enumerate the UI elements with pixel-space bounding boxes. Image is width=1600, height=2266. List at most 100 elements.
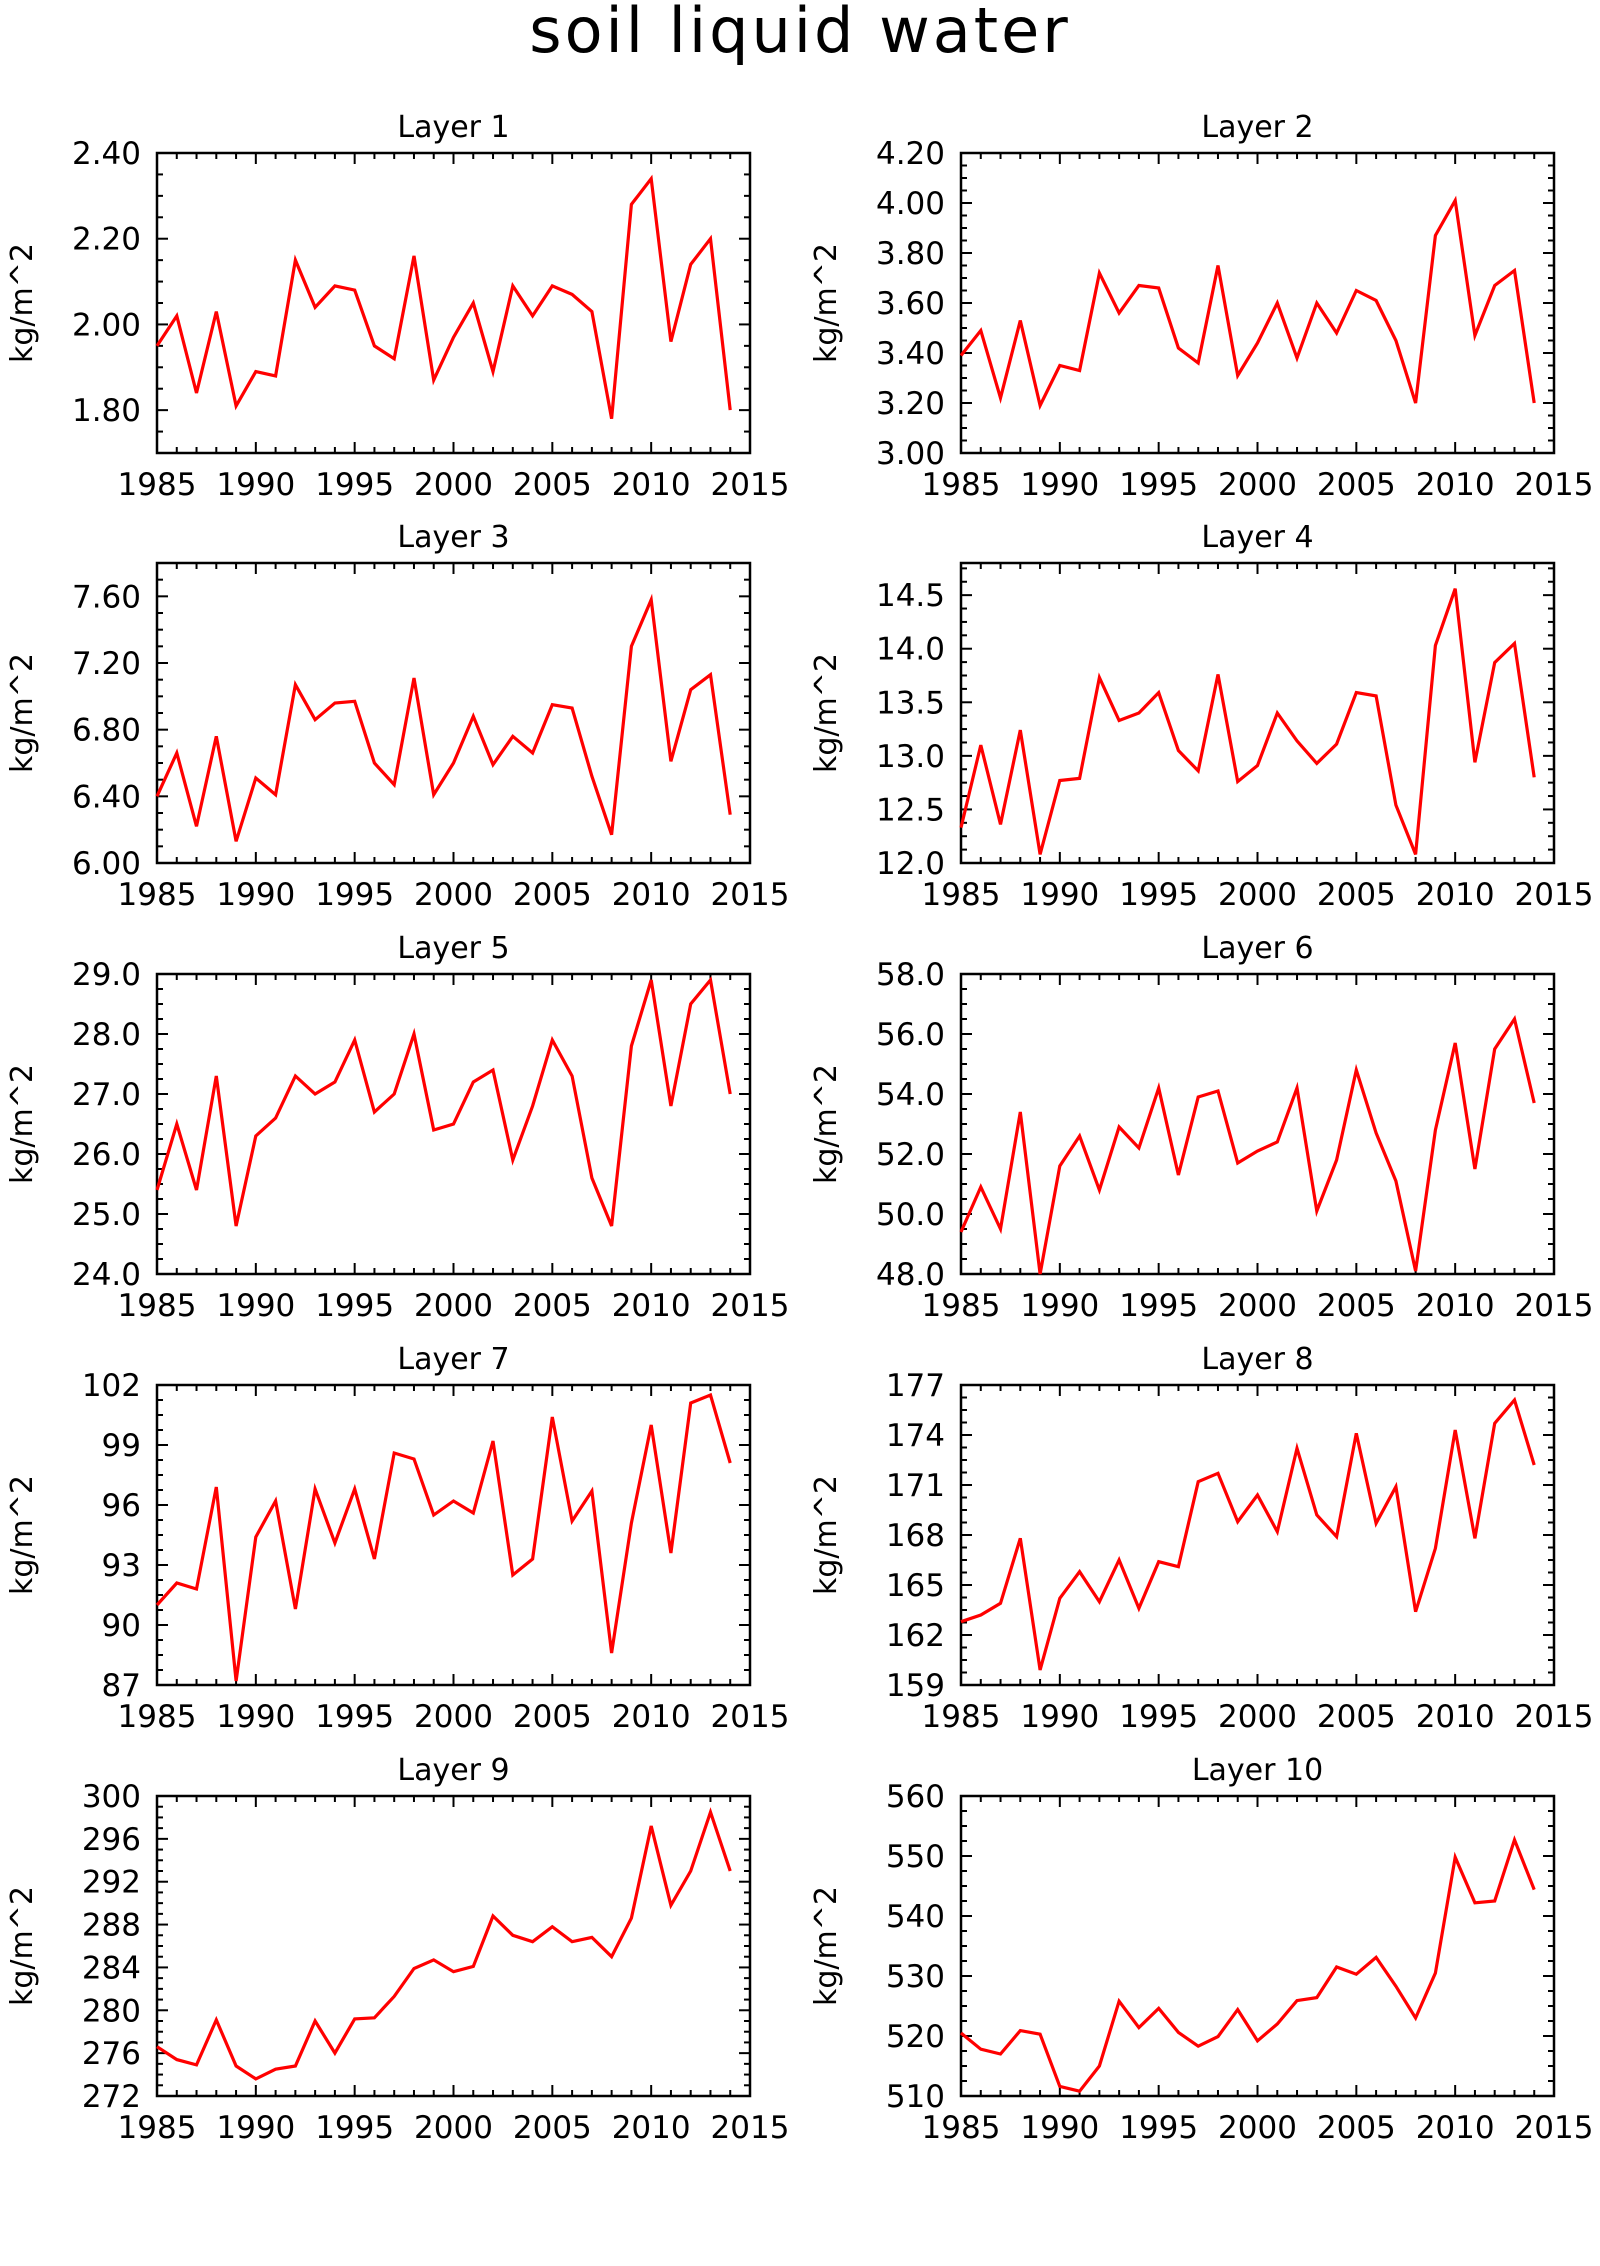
y-tick-label: 2.20: [72, 222, 141, 258]
y-tick-label: 3.00: [876, 436, 945, 472]
x-tick-label: 1995: [315, 2110, 394, 2146]
y-tick-label: 276: [82, 2036, 141, 2072]
panel-title: Layer 10: [1192, 1753, 1323, 1788]
y-tick-label: 3.40: [876, 336, 945, 372]
y-tick-label: 90: [102, 1608, 141, 1644]
y-tick-label: 7.20: [72, 646, 141, 682]
x-tick-label: 2015: [711, 1288, 790, 1324]
y-tick-label: 54.0: [876, 1077, 945, 1113]
x-tick-label: 1990: [1020, 2110, 1099, 2146]
y-tick-label: 29.0: [72, 957, 141, 993]
y-tick-label: 96: [102, 1488, 141, 1524]
x-tick-label: 1985: [922, 877, 1001, 913]
x-tick-label: 1995: [315, 467, 394, 503]
y-tick-label: 93: [102, 1548, 141, 1584]
y-axis-label: kg/m^2: [809, 243, 844, 363]
panel-layer-10: Layer 10 1985 1990 1995 2000 2005 2010 2015 510 5…: [809, 1753, 1593, 2146]
y-tick-label: 171: [886, 1468, 945, 1504]
y-tick-label: 2.40: [72, 136, 141, 172]
panel-title: Layer 1: [397, 110, 509, 145]
y-tick-label: 272: [82, 2079, 141, 2115]
figure-title: soil liquid water: [529, 0, 1070, 67]
y-tick-label: 165: [886, 1568, 945, 1604]
x-tick-label: 1985: [118, 2110, 197, 2146]
plot-frame: [155, 151, 752, 455]
plot-frame: [155, 1383, 752, 1687]
x-tick-label: 2010: [1416, 877, 1495, 913]
y-tick-label: 288: [82, 1908, 141, 1944]
x-tick-label: 2000: [414, 1288, 493, 1324]
panel-title: Layer 9: [397, 1753, 509, 1788]
y-tick-label: 56.0: [876, 1017, 945, 1053]
x-tick-label: 2015: [711, 2110, 790, 2146]
x-tick-label: 2000: [414, 877, 493, 913]
y-tick-label: 296: [82, 1822, 141, 1858]
y-tick-label: 168: [886, 1518, 945, 1554]
series-line: [959, 195, 1536, 411]
y-axis-label: kg/m^2: [5, 1886, 40, 2006]
x-tick-label: 1990: [216, 1699, 295, 1735]
panel-layer-6: Layer 6 1985 1990 1995 2000 2005 2010 2015 48.0 5…: [809, 931, 1593, 1324]
x-tick-label: 2005: [1317, 467, 1396, 503]
x-tick-label: 2010: [612, 877, 691, 913]
panel-layer-9: Layer 9 1985 1990 1995 2000 2005 2010 2015 272 27…: [5, 1753, 789, 2146]
x-tick-label: 2010: [612, 1699, 691, 1735]
y-tick-label: 12.5: [876, 792, 945, 828]
panel-layer-5: Layer 5 1985 1990 1995 2000 2005 2010 2015 24.0 2…: [5, 931, 789, 1324]
y-tick-label: 12.0: [876, 846, 945, 882]
y-tick-label: 50.0: [876, 1197, 945, 1233]
x-tick-label: 1985: [922, 467, 1001, 503]
y-tick-label: 102: [82, 1368, 141, 1404]
series-line: [959, 1015, 1536, 1275]
series-line: [156, 1807, 732, 2081]
y-axis-label: kg/m^2: [809, 1886, 844, 2006]
y-tick-label: 99: [102, 1428, 141, 1464]
x-tick-label: 2005: [513, 1699, 592, 1735]
y-tick-label: 48.0: [876, 1257, 945, 1293]
x-tick-label: 2015: [711, 877, 790, 913]
y-tick-label: 162: [886, 1618, 945, 1654]
x-tick-label: 1995: [1119, 2110, 1198, 2146]
y-tick-label: 1.80: [72, 393, 141, 429]
y-tick-label: 292: [82, 1865, 141, 1901]
panel-title: Layer 4: [1201, 520, 1313, 555]
panel-layer-2: Layer 2 1985 1990 1995 2000 2005 2010 2015 3.00 3…: [809, 110, 1593, 503]
x-tick-label: 1985: [118, 1699, 197, 1735]
y-axis-label: kg/m^2: [5, 653, 40, 773]
y-tick-label: 6.80: [72, 713, 141, 749]
x-tick-label: 1985: [922, 1699, 1001, 1735]
panel-layer-3: Layer 3 1985 1990 1995 2000 2005 2010 2015 6.00 6…: [5, 520, 789, 913]
y-tick-label: 280: [82, 1993, 141, 2029]
y-tick-label: 174: [886, 1418, 945, 1454]
x-tick-label: 1995: [1119, 877, 1198, 913]
panel-layer-1: Layer 1 1985 1990 1995 2000 2005 2010 2015 1.80 2…: [5, 110, 789, 503]
y-tick-label: 27.0: [72, 1077, 141, 1113]
x-tick-label: 2010: [1416, 2110, 1495, 2146]
y-tick-label: 4.20: [876, 136, 945, 172]
y-tick-label: 560: [886, 1779, 945, 1815]
panel-title: Layer 8: [1201, 1342, 1313, 1377]
x-tick-label: 2005: [1317, 1288, 1396, 1324]
y-tick-label: 550: [886, 1839, 945, 1875]
plot-frame: [155, 561, 752, 865]
panel-title: Layer 7: [397, 1342, 509, 1377]
y-tick-label: 300: [82, 1779, 141, 1815]
x-tick-label: 2015: [711, 1699, 790, 1735]
x-tick-label: 2015: [1515, 1699, 1594, 1735]
panel-grid: Layer 1 1985 1990 1995 2000 2005 2010 2015 1.80 2…: [5, 110, 1593, 2146]
x-tick-label: 1995: [315, 1288, 394, 1324]
series-line: [155, 593, 732, 842]
x-tick-label: 2010: [1416, 1288, 1495, 1324]
x-tick-label: 2010: [612, 2110, 691, 2146]
y-tick-label: 3.60: [876, 286, 945, 322]
x-tick-label: 2000: [414, 2110, 493, 2146]
x-tick-label: 1995: [1119, 467, 1198, 503]
y-tick-label: 58.0: [876, 957, 945, 993]
x-tick-label: 2000: [1218, 1288, 1297, 1324]
x-tick-label: 1985: [922, 1288, 1001, 1324]
series-line: [155, 1392, 732, 1682]
x-tick-label: 2005: [513, 2110, 592, 2146]
panel-layer-8: Layer 8 1985 1990 1995 2000 2005 2010 2015 159 16…: [809, 1342, 1593, 1735]
x-tick-label: 2015: [1515, 1288, 1594, 1324]
